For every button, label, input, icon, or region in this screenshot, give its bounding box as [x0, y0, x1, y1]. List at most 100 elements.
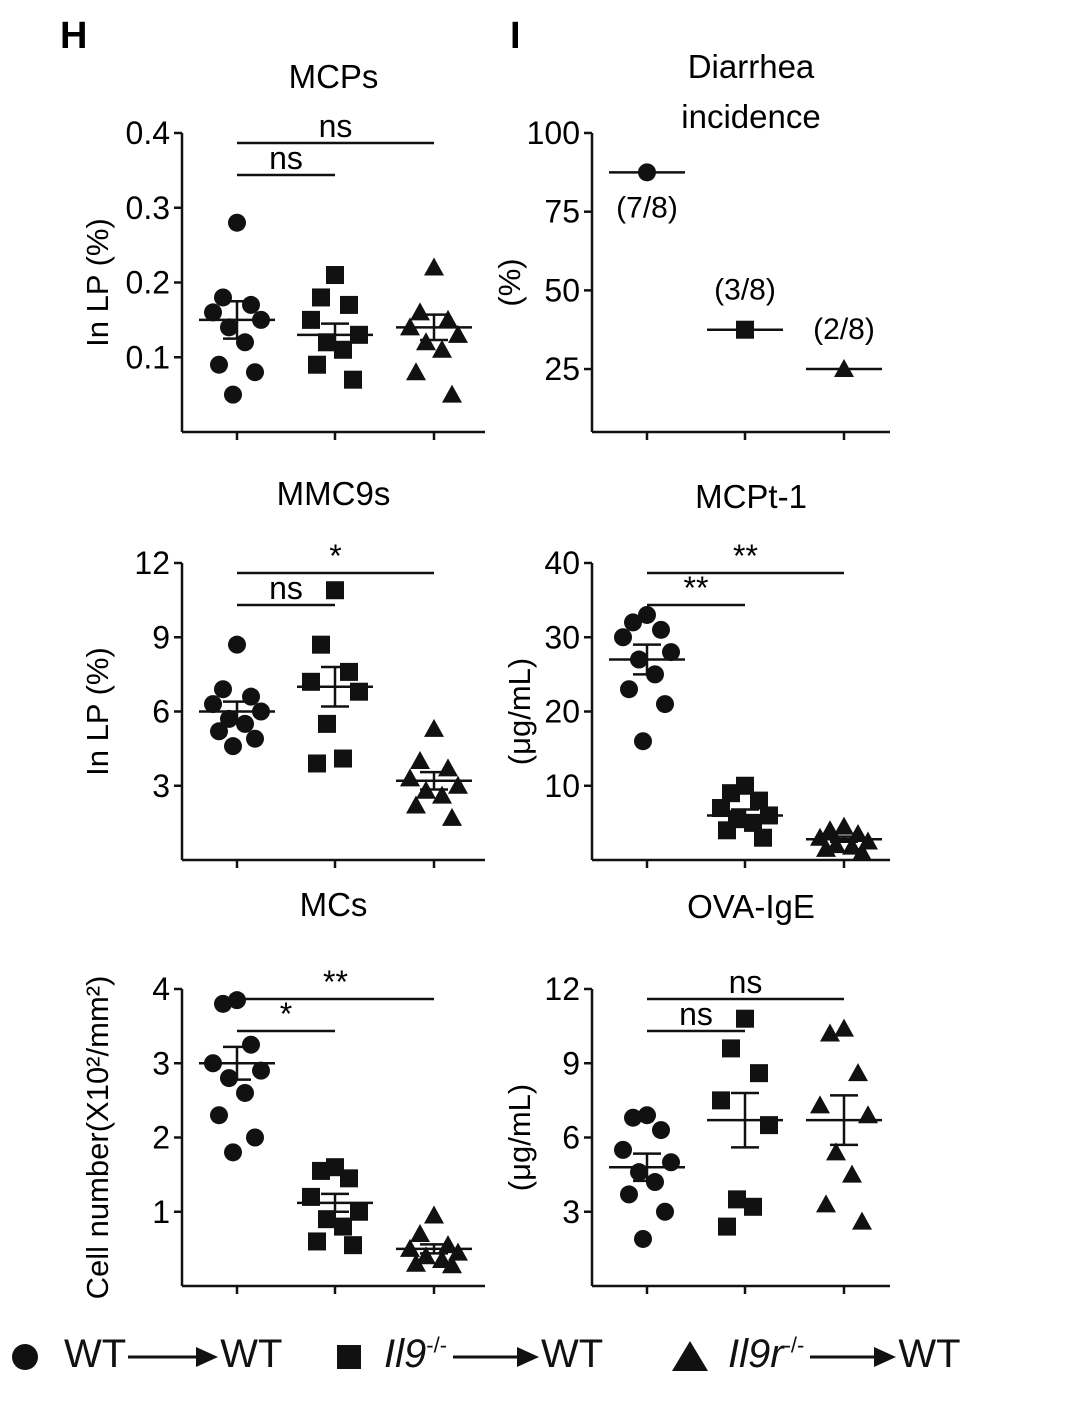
- data-point-circle: [220, 709, 238, 728]
- data-point-circle: [638, 605, 656, 624]
- data-point-circle: [236, 714, 254, 733]
- data-point-circle: [652, 620, 670, 639]
- data-point-square: [340, 1169, 358, 1188]
- data-point-circle: [214, 288, 232, 307]
- data-point-circle: [252, 1061, 270, 1080]
- data-point-triangle: [424, 257, 444, 276]
- y-axis-label: In LP (%): [80, 218, 115, 347]
- legend-donor: Il9r: [728, 1332, 784, 1376]
- y-tick-label: 100: [527, 115, 580, 151]
- panel-label-i: I: [510, 15, 521, 57]
- data-point-circle: [652, 1121, 670, 1140]
- data-point-square: [326, 266, 344, 285]
- data-point-circle: [614, 1140, 632, 1159]
- arrow-right-icon: [128, 1346, 219, 1367]
- fraction-annotation: (2/8): [813, 313, 875, 346]
- data-point-triangle: [432, 339, 452, 358]
- data-point-circle: [656, 1202, 674, 1221]
- legend-donor-sup: -/-: [426, 1332, 448, 1358]
- data-point-square: [722, 784, 740, 803]
- data-point-square: [718, 821, 736, 840]
- chart-title: MMC9s: [277, 475, 391, 512]
- legend-recipient: WT: [220, 1332, 283, 1376]
- data-point-triangle: [438, 758, 458, 777]
- data-point-circle: [624, 613, 642, 632]
- chart-title: Diarrhea: [688, 48, 815, 85]
- data-point-triangle: [432, 1250, 452, 1269]
- data-point-square: [334, 1217, 352, 1236]
- data-point-square: [302, 310, 320, 329]
- data-point-triangle: [432, 785, 452, 804]
- y-tick-label: 10: [544, 768, 580, 804]
- legend-donor: Il9: [384, 1332, 427, 1376]
- data-point-square: [728, 1190, 746, 1209]
- circle-marker-icon: [12, 1343, 38, 1370]
- data-point-circle: [228, 635, 246, 654]
- data-point-square: [744, 1197, 762, 1216]
- data-point-circle: [204, 695, 222, 714]
- data-point-square: [334, 749, 352, 768]
- y-axis-label: Cell number(X10²/mm²): [80, 976, 115, 1300]
- chart-title: OVA-IgE: [687, 888, 815, 925]
- fraction-annotation: (3/8): [714, 274, 776, 307]
- data-point-square: [712, 1091, 730, 1110]
- data-point-square: [302, 672, 320, 691]
- data-point-circle: [224, 385, 242, 404]
- data-point-square: [750, 1064, 768, 1083]
- square-marker-icon: [337, 1344, 361, 1369]
- data-point-square: [340, 662, 358, 681]
- y-tick-label: 6: [562, 1120, 580, 1156]
- data-point-circle: [214, 994, 232, 1013]
- chart-mcpt1: MCPt-1 10 20 30 40 (μg/mL) ** **: [502, 478, 890, 868]
- data-point-triangle: [810, 1095, 830, 1114]
- data-point-square: [760, 1116, 778, 1135]
- significance-label: **: [684, 570, 709, 606]
- data-point-square: [712, 799, 730, 818]
- data-point-square: [312, 288, 330, 307]
- y-tick-label: 12: [544, 971, 580, 1007]
- data-point-circle: [662, 1153, 680, 1172]
- data-point-triangle: [834, 1018, 854, 1037]
- data-point-triangle: [448, 775, 468, 794]
- data-point-triangle: [442, 1255, 462, 1274]
- data-point-square: [736, 1009, 754, 1028]
- data-point-square: [302, 1187, 320, 1206]
- data-point-triangle: [842, 1164, 862, 1183]
- chart-title: MCPt-1: [695, 478, 807, 515]
- data-point-triangle: [816, 1194, 836, 1213]
- data-point-circle: [246, 363, 264, 382]
- data-point-square: [744, 813, 762, 832]
- legend-item-wt: WT WT: [8, 1332, 282, 1377]
- data-point-circle: [246, 729, 264, 748]
- significance-label: ns: [319, 108, 353, 144]
- significance-label: ns: [269, 570, 303, 606]
- y-tick-label: 3: [562, 1194, 580, 1230]
- chart-title: incidence: [681, 98, 820, 135]
- panel-label-h: H: [60, 15, 87, 57]
- y-tick-label: 40: [544, 545, 580, 581]
- legend-recipient: WT: [541, 1332, 604, 1376]
- data-point-circle: [630, 1163, 648, 1182]
- y-axis-label: (%): [492, 258, 527, 306]
- data-point-triangle: [816, 838, 836, 857]
- data-point-square: [312, 635, 330, 654]
- data-point-square: [308, 754, 326, 773]
- data-point-circle: [220, 1069, 238, 1088]
- data-point-square: [312, 1161, 330, 1180]
- data-point-triangle: [820, 1023, 840, 1042]
- y-tick-label: 4: [152, 971, 170, 1007]
- legend-donor-sup: -/-: [783, 1332, 805, 1358]
- data-point-circle: [634, 1229, 652, 1248]
- legend-item-il9r: Il9r-/- WT: [670, 1332, 961, 1377]
- significance-label: *: [280, 996, 292, 1032]
- data-point-triangle: [820, 820, 840, 839]
- data-point-triangle: [852, 1211, 872, 1230]
- data-point-triangle: [442, 384, 462, 403]
- data-point-square: [344, 370, 362, 389]
- data-point-circle: [210, 722, 228, 741]
- data-point-triangle: [826, 1142, 846, 1161]
- data-point-triangle: [852, 842, 872, 861]
- data-point-circle: [210, 355, 228, 374]
- arrow-right-icon: [810, 1346, 897, 1367]
